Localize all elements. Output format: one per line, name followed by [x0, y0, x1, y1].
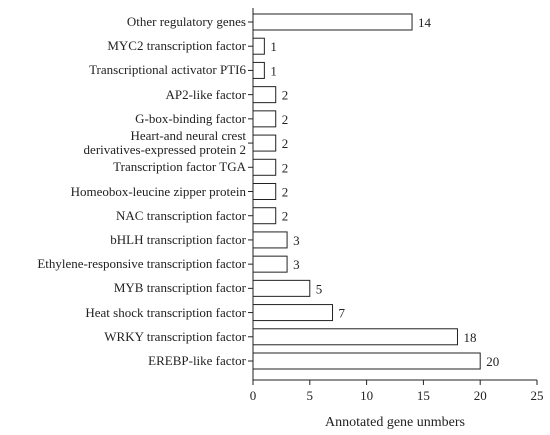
- x-tick-label: 15: [417, 388, 430, 403]
- y-tick-label: Ethylene-responsive transcription factor: [37, 256, 246, 272]
- value-label: 2: [282, 136, 289, 151]
- y-tick-label: Heat shock transcription factor: [85, 304, 246, 320]
- x-tick-label: 10: [360, 388, 373, 403]
- bar: [252, 352, 481, 370]
- bar: [252, 37, 265, 55]
- bar: [252, 13, 413, 31]
- x-tick-label: 25: [531, 388, 544, 403]
- y-tick-label: WRKY transcription factor: [104, 328, 246, 344]
- y-tick-label: Heart-and neural crest derivatives-expre…: [83, 128, 246, 158]
- bar: [252, 255, 288, 273]
- y-tick-label: bHLH transcription factor: [110, 231, 246, 247]
- y-tick-label: Other regulatory genes: [126, 14, 246, 29]
- y-tick-label: Homeobox-leucine zipper protein: [70, 183, 246, 199]
- value-label: 7: [339, 306, 346, 321]
- value-label: 18: [463, 330, 476, 345]
- value-label: 2: [282, 160, 289, 175]
- y-tick-label: MYB transcription factor: [113, 280, 246, 296]
- y-tick-label: EREBP-like factor: [148, 353, 246, 368]
- bar: [252, 158, 277, 176]
- bar: [252, 231, 288, 249]
- value-label: 2: [282, 112, 289, 127]
- x-tick-label: 20: [474, 388, 487, 403]
- bar: [252, 304, 334, 322]
- bar: [252, 134, 277, 152]
- value-label: 14: [418, 15, 432, 30]
- bar: [252, 86, 277, 104]
- value-label: 3: [293, 233, 300, 248]
- value-label: 1: [270, 39, 277, 54]
- value-label: 2: [282, 209, 289, 224]
- y-tick-label: G-box-binding factor: [135, 110, 246, 126]
- value-label: 20: [486, 354, 499, 369]
- value-label: 5: [316, 281, 323, 296]
- y-tick-label: AP2-like factor: [165, 86, 246, 102]
- bar: [252, 110, 277, 128]
- bar: [252, 61, 265, 79]
- value-label: 2: [282, 88, 289, 103]
- bar: [252, 328, 458, 346]
- y-tick-label: NAC transcription factor: [116, 207, 246, 223]
- x-tick-label: 0: [250, 388, 257, 403]
- value-label: 3: [293, 257, 300, 272]
- value-label: 2: [282, 184, 289, 199]
- y-tick-label: MYC2 transcription factor: [107, 38, 246, 54]
- bar: [252, 207, 277, 225]
- bar: [252, 183, 277, 200]
- y-tick-label: Transcription factor TGA: [113, 159, 246, 175]
- value-label: 1: [270, 63, 277, 78]
- x-tick-label: 5: [307, 388, 314, 403]
- bar: [252, 279, 311, 297]
- x-axis-label: Annotated gene unmbers: [325, 415, 465, 430]
- y-tick-label: Transcriptional activator PTI6: [89, 62, 246, 78]
